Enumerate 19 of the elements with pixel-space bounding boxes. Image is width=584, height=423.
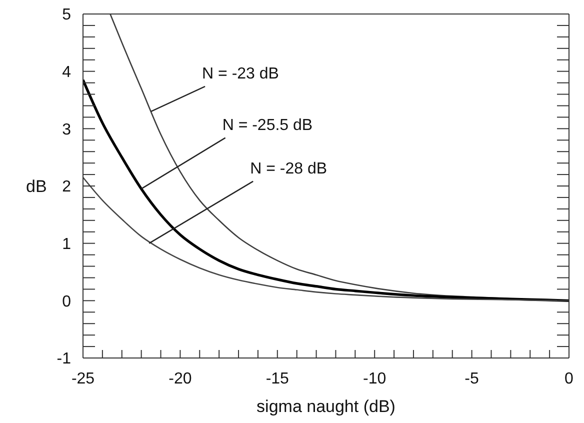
annotation: N = -28 dB (250, 160, 328, 178)
y-tick-label: 4 (62, 64, 72, 82)
y-tick-label: 0 (62, 293, 72, 310)
x-tick-label: -20 (168, 370, 192, 388)
y-tick-label: 3 (62, 121, 72, 138)
x-tick-label: -25 (71, 370, 95, 388)
annotation: N = -23 dB (202, 65, 279, 82)
x-tick-label: -10 (363, 370, 386, 388)
y-tick-label: 5 (62, 6, 72, 24)
x-tick-label: -15 (266, 370, 290, 388)
y-tick-label: 1 (62, 236, 72, 254)
y-tick-label: 2 (62, 178, 72, 196)
x-tick-label: -5 (464, 370, 480, 388)
line-series (83, 78, 569, 302)
annotation: N = -25.5 dB (222, 116, 313, 134)
y-axis-title: dB (26, 177, 47, 196)
y-tick-label: -1 (56, 350, 72, 368)
x-tick-label: 0 (564, 370, 574, 388)
x-axis-title: sigma naught (dB) (256, 397, 396, 416)
